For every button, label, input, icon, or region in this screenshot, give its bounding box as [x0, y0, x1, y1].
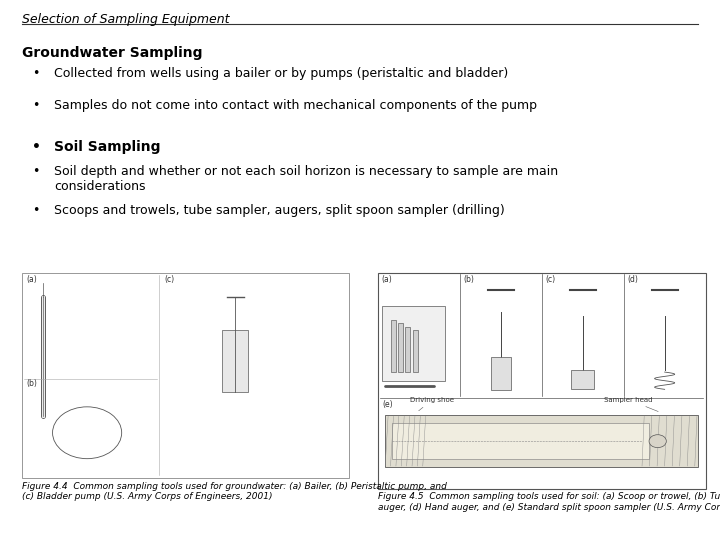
- Text: (b): (b): [464, 275, 474, 285]
- Bar: [382, 306, 445, 381]
- Text: Selection of Sampling Equipment: Selection of Sampling Equipment: [22, 14, 229, 26]
- Bar: [392, 423, 649, 460]
- Bar: [571, 370, 594, 389]
- Bar: [222, 330, 248, 392]
- Bar: [413, 330, 418, 372]
- Text: (b): (b): [27, 380, 37, 388]
- Text: Scoops and trowels, tube sampler, augers, split spoon sampler (drilling): Scoops and trowels, tube sampler, augers…: [54, 204, 505, 217]
- Bar: [378, 273, 706, 489]
- Text: Soil Sampling: Soil Sampling: [54, 140, 161, 154]
- Text: Figure 4.5  Common sampling tools used for soil: (a) Scoop or trowel, (b) Tube s: Figure 4.5 Common sampling tools used fo…: [378, 492, 720, 512]
- Text: •: •: [32, 68, 40, 80]
- Bar: [391, 320, 396, 372]
- Bar: [22, 273, 349, 478]
- Text: •: •: [32, 140, 41, 154]
- Text: Figure 4.4  Common sampling tools used for groundwater: (a) Bailer, (b) Peristal: Figure 4.4 Common sampling tools used fo…: [22, 482, 446, 501]
- Text: Driving shoe: Driving shoe: [410, 397, 454, 411]
- Text: Collected from wells using a bailer or by pumps (peristaltic and bladder): Collected from wells using a bailer or b…: [54, 68, 508, 80]
- Text: (c): (c): [164, 275, 174, 285]
- Bar: [385, 415, 698, 467]
- Text: (c): (c): [546, 275, 556, 285]
- Text: (d): (d): [627, 275, 638, 285]
- Text: (a): (a): [382, 275, 392, 285]
- Text: Samples do not come into contact with mechanical components of the pump: Samples do not come into contact with me…: [54, 99, 537, 112]
- Text: •: •: [32, 99, 40, 112]
- Text: Soil depth and whether or not each soil horizon is necessary to sample are main
: Soil depth and whether or not each soil …: [54, 165, 558, 193]
- Bar: [405, 327, 410, 372]
- Bar: [398, 323, 403, 372]
- Text: •: •: [32, 165, 40, 178]
- Circle shape: [649, 435, 666, 448]
- Text: Groundwater Sampling: Groundwater Sampling: [22, 46, 202, 60]
- Text: •: •: [32, 204, 40, 217]
- Text: Sampler head: Sampler head: [605, 397, 658, 411]
- Text: (e): (e): [382, 400, 393, 409]
- Bar: [491, 357, 511, 390]
- Text: (a): (a): [27, 275, 37, 285]
